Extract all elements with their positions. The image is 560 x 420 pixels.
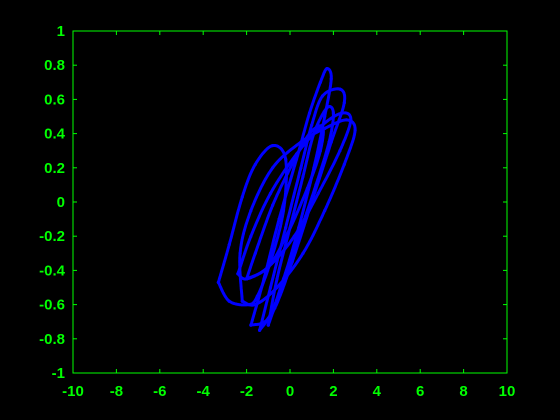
- data-point: [318, 80, 322, 84]
- y-tick-label: -1: [52, 365, 65, 382]
- data-point: [338, 149, 342, 153]
- x-tick-label: -2: [240, 383, 253, 400]
- data-point: [249, 234, 253, 238]
- series-0: [216, 67, 357, 332]
- data-point: [297, 234, 301, 238]
- data-point: [279, 285, 283, 290]
- data-point: [266, 265, 270, 269]
- series-loop: [266, 105, 335, 327]
- data-point: [227, 299, 231, 303]
- y-tick-label: 0.2: [44, 160, 65, 177]
- y-tick-label: 0.8: [44, 57, 65, 74]
- data-point: [286, 231, 290, 235]
- x-tick-label: -8: [110, 383, 123, 400]
- data-point: [245, 277, 249, 281]
- data-point: [271, 203, 275, 207]
- y-tick-label: 1: [57, 23, 65, 40]
- data-point: [342, 101, 346, 105]
- y-tick-label: 0.6: [44, 91, 65, 108]
- data-point: [236, 272, 240, 276]
- data-point: [329, 77, 333, 81]
- data-point: [320, 125, 325, 129]
- data-point: [266, 323, 270, 327]
- data-point: [284, 226, 288, 230]
- x-tick-label: -4: [197, 383, 211, 400]
- data-point: [216, 280, 220, 284]
- data-point: [240, 299, 244, 303]
- data-point: [262, 277, 266, 281]
- data-point: [268, 191, 273, 195]
- data-point: [342, 162, 346, 166]
- data-point: [325, 67, 329, 71]
- series-layer: [216, 67, 357, 332]
- x-tick-label: 6: [416, 383, 424, 400]
- y-tick-label: -0.8: [39, 331, 65, 348]
- data-point: [320, 94, 325, 98]
- data-point: [307, 111, 312, 115]
- y-tick-label: 0: [57, 194, 65, 211]
- data-point: [310, 123, 314, 127]
- data-point: [277, 217, 281, 221]
- data-point: [249, 209, 253, 213]
- x-tick-label: -6: [153, 383, 166, 400]
- data-point: [323, 114, 327, 119]
- x-tick-label: 10: [499, 383, 516, 400]
- data-point: [325, 106, 329, 110]
- data-point: [344, 118, 348, 122]
- data-point: [238, 251, 242, 255]
- data-point: [253, 162, 257, 166]
- data-point: [290, 162, 294, 166]
- data-point: [301, 174, 305, 178]
- data-point: [258, 328, 262, 332]
- data-point: [307, 132, 312, 136]
- data-point: [253, 251, 257, 255]
- data-point: [240, 195, 244, 199]
- x-tick-label: 2: [329, 383, 337, 400]
- data-point: [331, 111, 335, 115]
- data-point: [338, 87, 342, 91]
- data-point: [275, 277, 279, 281]
- data-point: [284, 157, 288, 161]
- data-point: [297, 226, 301, 230]
- data-point: [271, 166, 275, 170]
- y-tick-label: -0.6: [39, 297, 65, 314]
- x-tick-label: 4: [373, 383, 382, 400]
- y-tick-label: -0.4: [39, 262, 66, 279]
- data-point: [314, 183, 318, 187]
- x-tick-label: 0: [286, 383, 294, 400]
- data-point: [349, 118, 353, 122]
- data-point: [327, 140, 331, 144]
- data-point: [249, 323, 253, 327]
- data-point: [299, 166, 303, 170]
- x-tick-label: 8: [459, 383, 467, 400]
- data-point: [323, 209, 327, 213]
- y-tick-label: -0.2: [39, 228, 65, 245]
- x-tick-label: -10: [62, 383, 84, 400]
- data-point: [301, 251, 305, 255]
- data-point: [318, 149, 322, 153]
- y-tick-label: 0.4: [44, 126, 66, 143]
- data-point: [271, 144, 275, 148]
- data-point: [353, 128, 357, 132]
- data-point: [227, 243, 231, 247]
- data-point: [305, 186, 309, 190]
- plot-area: [72, 30, 508, 374]
- data-point: [312, 132, 316, 136]
- tick-layer: -10 -8 -6 -4 -2 0 2 4 6 8 10 -1 -0.8 -0.6 -0.4 -0.2 0 0.2…: [39, 23, 515, 400]
- data-point: [268, 285, 273, 290]
- data-point: [316, 191, 320, 195]
